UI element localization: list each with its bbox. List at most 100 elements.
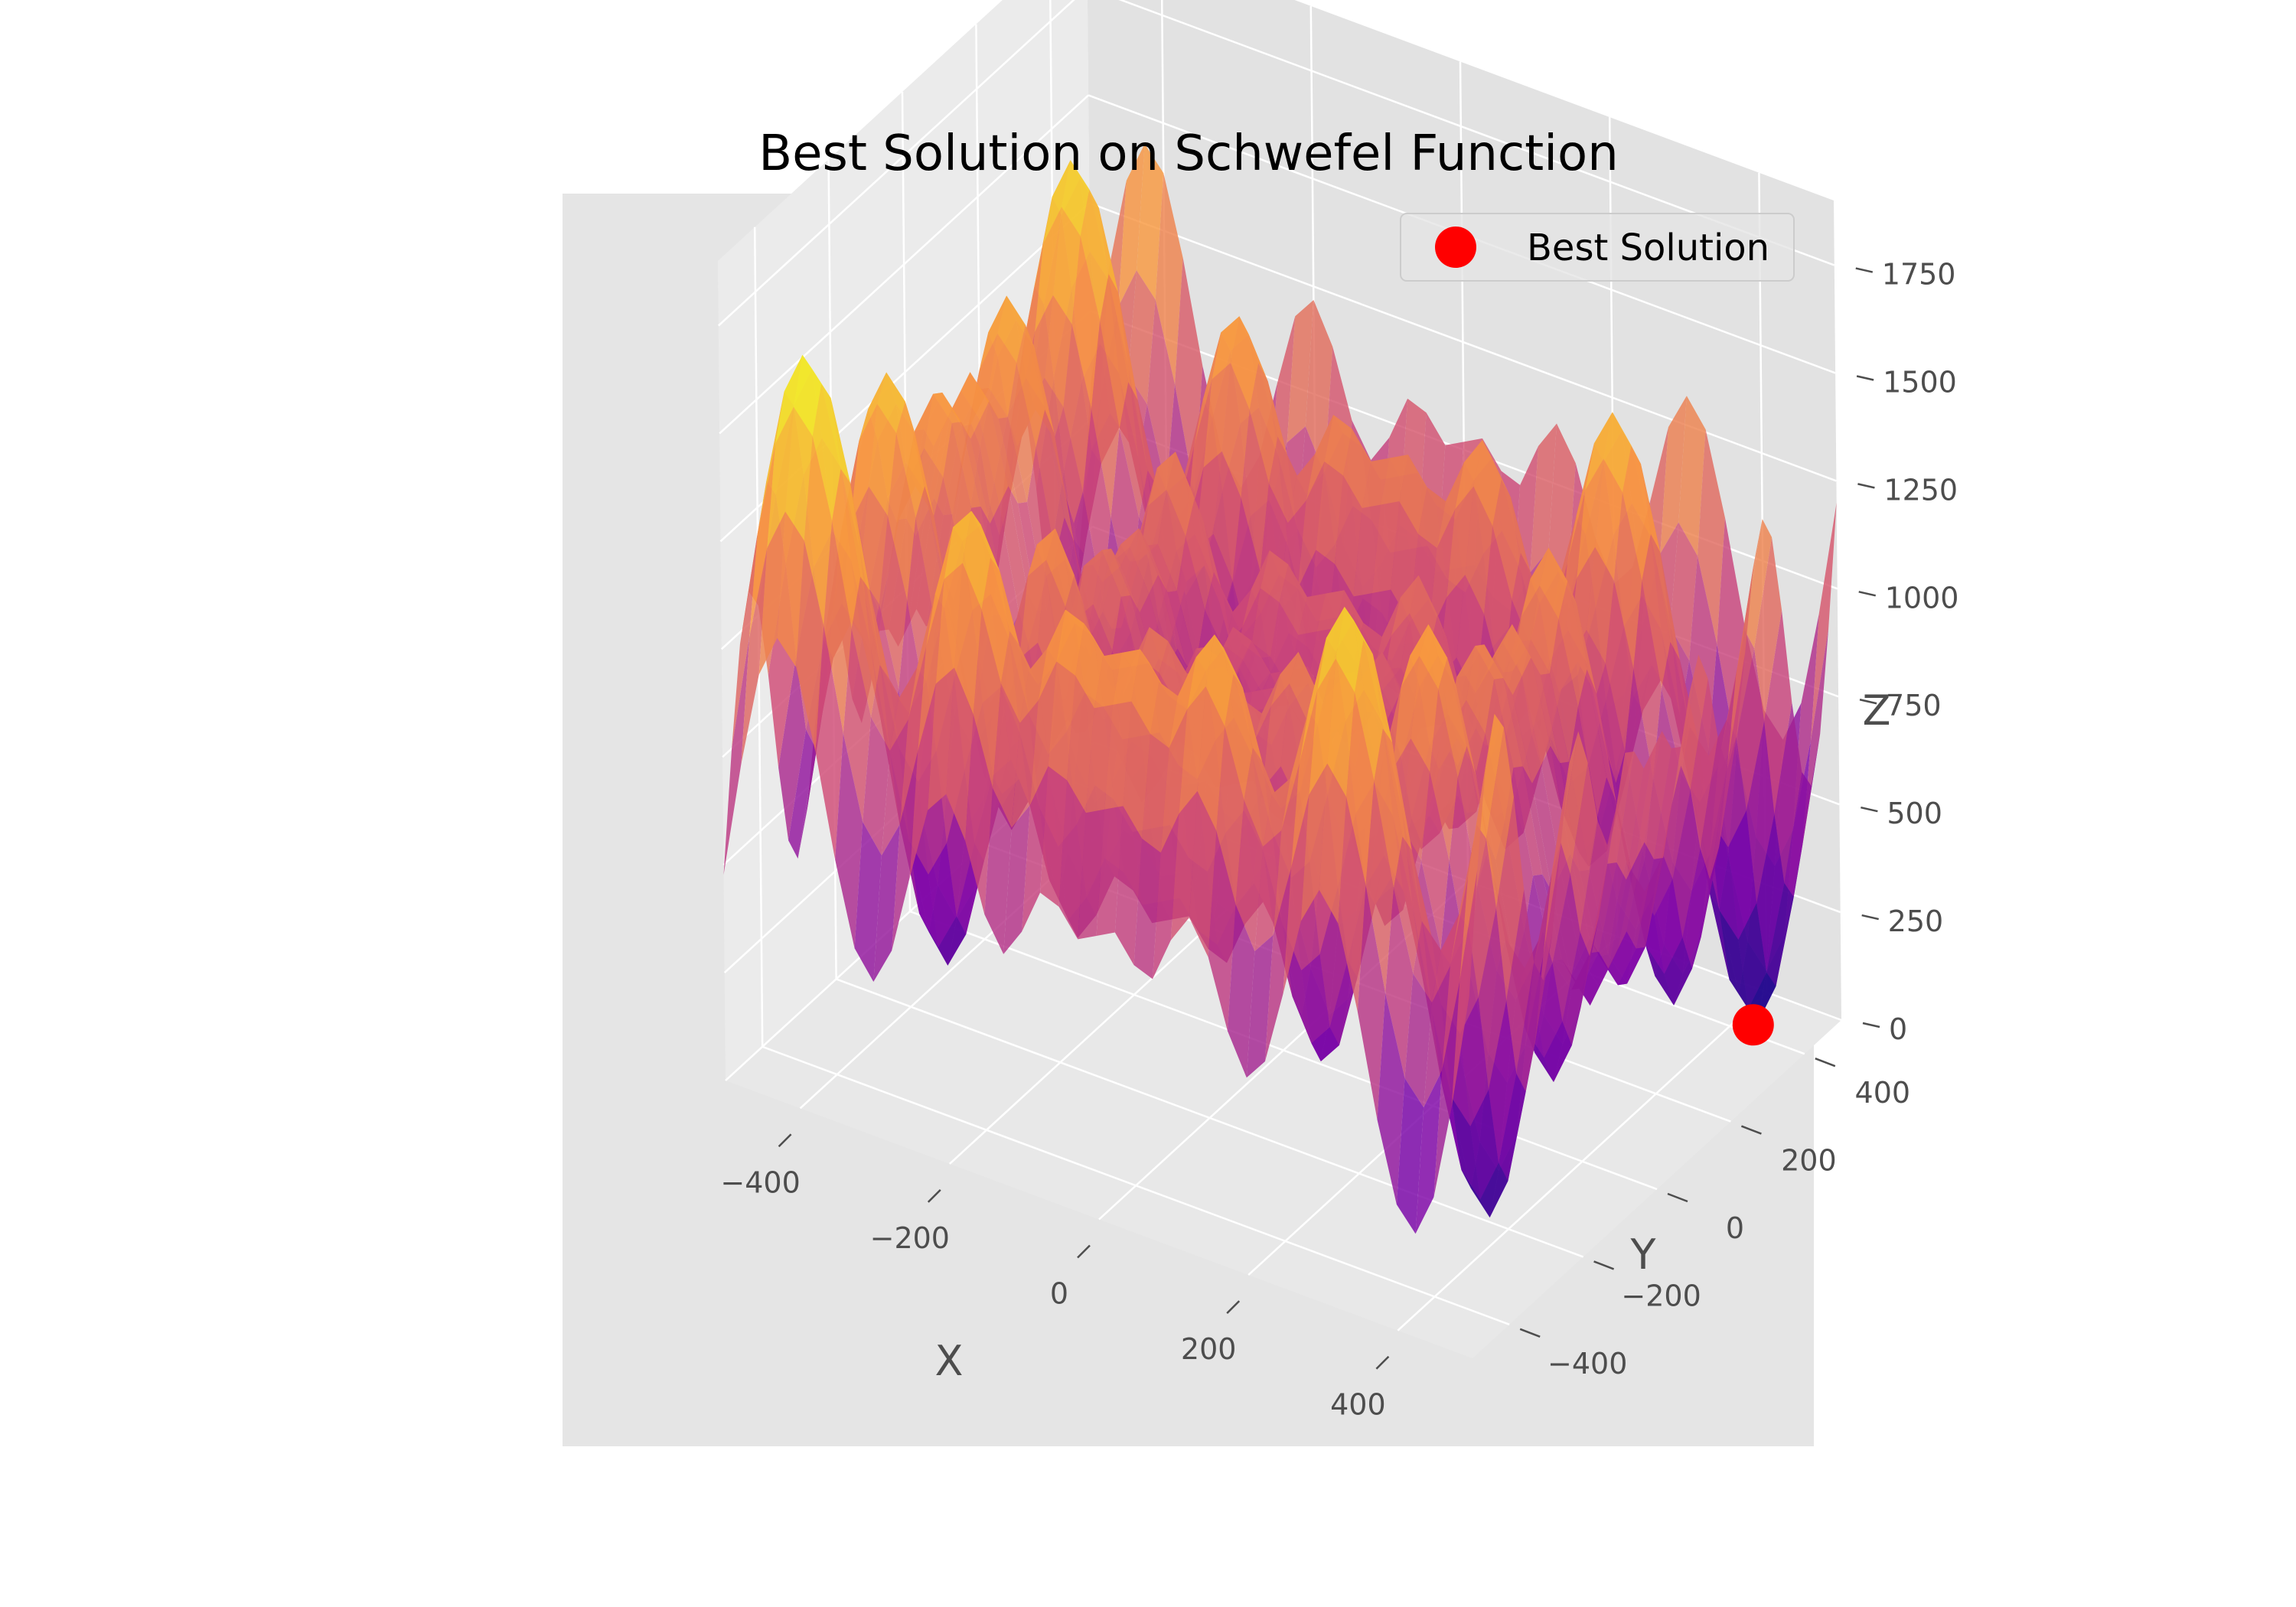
x-tick-mark bbox=[1375, 1355, 1390, 1370]
surface-patch bbox=[1019, 648, 1048, 723]
y-tick-label: −400 bbox=[1548, 1347, 1627, 1380]
surface-patch bbox=[1691, 847, 1719, 969]
surface-patch bbox=[1309, 658, 1336, 795]
surface-patch bbox=[1100, 274, 1129, 429]
surface-patch bbox=[965, 714, 993, 915]
surface-patch bbox=[1450, 824, 1477, 966]
surface-patch bbox=[1459, 765, 1486, 982]
surface-patch bbox=[1242, 641, 1271, 693]
surface-patch bbox=[758, 511, 786, 675]
surface-patch bbox=[1616, 751, 1644, 880]
surface-patch bbox=[1418, 487, 1446, 549]
surface-patch bbox=[1305, 300, 1333, 474]
surface-patch bbox=[892, 751, 918, 951]
surface-patch bbox=[1158, 575, 1187, 667]
surface-patch bbox=[815, 625, 843, 860]
surface-patch bbox=[1205, 572, 1233, 650]
surface-patch bbox=[1492, 479, 1521, 600]
surface-patch bbox=[899, 646, 927, 824]
surface-patch bbox=[1746, 721, 1775, 903]
surface-patch bbox=[1111, 528, 1140, 564]
surface-patch bbox=[1531, 585, 1559, 674]
z-tick-label: 1500 bbox=[1883, 365, 1957, 399]
surface-patch bbox=[821, 383, 850, 483]
surface-patch bbox=[1503, 678, 1533, 784]
surface-patch bbox=[1501, 479, 1531, 572]
surface-patch bbox=[1235, 800, 1264, 952]
z-tick-label: 0 bbox=[1889, 1012, 1907, 1046]
surface-patch bbox=[812, 383, 841, 521]
surface-patch bbox=[1273, 763, 1300, 935]
surface-patch bbox=[1043, 160, 1071, 244]
surface-patch bbox=[1451, 870, 1478, 1108]
surface-patch bbox=[1522, 766, 1552, 892]
surface-patch bbox=[1784, 771, 1812, 898]
surface-patch bbox=[1046, 528, 1075, 607]
surface-patch bbox=[1007, 363, 1036, 502]
surface-patch bbox=[1636, 858, 1664, 949]
surface-patch bbox=[998, 417, 1028, 504]
surface-patch bbox=[1521, 657, 1551, 765]
surface-patch bbox=[1264, 867, 1292, 1062]
surface-patch bbox=[1159, 641, 1187, 706]
surface-patch bbox=[971, 510, 1000, 572]
surface-patch bbox=[1451, 1097, 1481, 1200]
surface-patch bbox=[1022, 766, 1049, 932]
surface-patch bbox=[1513, 766, 1543, 876]
y-tick-mark bbox=[1667, 1192, 1688, 1203]
surface-patch bbox=[1754, 537, 1782, 722]
surface-patch bbox=[1263, 778, 1290, 847]
surface-patch bbox=[1114, 806, 1143, 966]
surface-patch bbox=[1650, 533, 1680, 660]
surface-patch bbox=[1401, 624, 1429, 687]
surface-patch bbox=[1094, 652, 1122, 709]
z-tick-label: 1250 bbox=[1883, 473, 1958, 507]
surface-patch bbox=[1411, 656, 1439, 773]
surface-patch bbox=[1262, 683, 1290, 789]
surface-patch bbox=[908, 594, 935, 720]
surface-patch bbox=[989, 401, 1018, 504]
surface-patch bbox=[1413, 921, 1441, 1003]
surface-patch bbox=[1728, 810, 1757, 940]
surface-patch bbox=[1697, 429, 1725, 644]
surface-patch bbox=[832, 468, 861, 629]
surface-patch bbox=[1089, 189, 1119, 293]
surface-patch bbox=[1025, 324, 1055, 435]
z-gridline-left bbox=[719, 94, 1089, 435]
surface-patch bbox=[796, 540, 824, 752]
surface-patch bbox=[915, 448, 944, 516]
surface-patch bbox=[1396, 1077, 1424, 1234]
surface-patch bbox=[990, 504, 1019, 632]
surface-patch bbox=[1700, 737, 1728, 880]
surface-patch bbox=[1766, 882, 1794, 986]
surface-patch bbox=[1027, 528, 1055, 576]
surface-patch bbox=[997, 295, 1026, 363]
surface-patch bbox=[1120, 546, 1150, 613]
surface-patch bbox=[896, 401, 925, 518]
surface-patch bbox=[1016, 324, 1045, 448]
surface-patch bbox=[1213, 451, 1241, 581]
surface-patch bbox=[1230, 316, 1259, 410]
surface-patch bbox=[909, 683, 936, 878]
surface-patch bbox=[854, 821, 882, 983]
surface-patch bbox=[1093, 549, 1121, 651]
surface-patch bbox=[1214, 634, 1244, 689]
surface-patch bbox=[1329, 960, 1358, 1045]
surface-patch bbox=[1617, 947, 1645, 986]
surface-patch bbox=[1246, 934, 1274, 1078]
legend-label-best-solution: Best Solution bbox=[1527, 227, 1769, 269]
z-gridline-back bbox=[1088, 202, 1837, 482]
surface-patch bbox=[1663, 692, 1690, 859]
surface-patch bbox=[1365, 781, 1394, 994]
surface-patch bbox=[1404, 973, 1433, 1108]
surface-patch bbox=[1197, 686, 1225, 831]
z-tick-mark bbox=[1858, 591, 1877, 597]
surface-patch bbox=[788, 729, 816, 859]
surface-patch bbox=[1744, 519, 1773, 649]
surface-patch bbox=[960, 422, 990, 524]
surface-patch bbox=[928, 667, 954, 810]
surface-patch bbox=[1316, 590, 1345, 632]
surface-patch bbox=[1035, 207, 1062, 332]
surface-patch bbox=[933, 392, 961, 423]
surface-patch bbox=[1530, 423, 1557, 573]
